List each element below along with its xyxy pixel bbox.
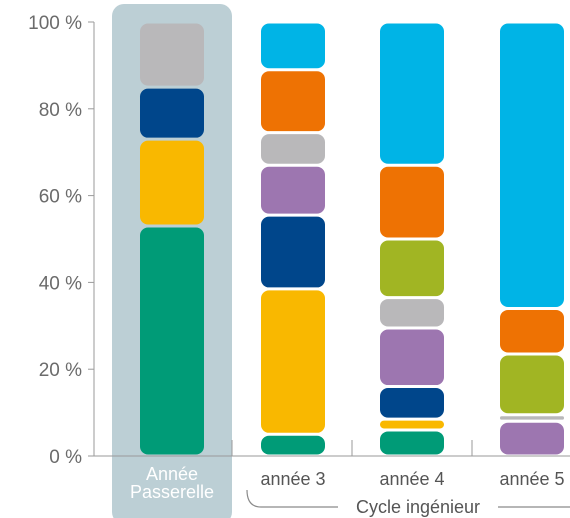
bar-segment: [261, 216, 325, 288]
bar-segment: [380, 420, 444, 429]
group-bracket-left: [246, 489, 338, 508]
bar-segment: [261, 71, 325, 132]
bar-segment: [500, 23, 564, 307]
bar-segment: [380, 299, 444, 327]
bar-segment: [261, 290, 325, 433]
y-tick-label: 0 %: [49, 447, 82, 468]
bar-segment: [261, 134, 325, 164]
bar-segment: [140, 88, 204, 138]
bar-segment: [140, 140, 204, 225]
y-tick-label: 60 %: [39, 187, 82, 208]
bar-segment: [380, 166, 444, 238]
group-label: Cycle ingénieur: [356, 497, 480, 517]
bar-segment: [500, 355, 564, 414]
bar-segment: [380, 388, 444, 418]
bar-segment: [380, 431, 444, 455]
bar-segment: [500, 309, 564, 353]
y-tick-label: 80 %: [39, 100, 82, 121]
category-label: année 4: [379, 469, 444, 489]
bar-segment: [500, 422, 564, 455]
y-tick-label: 40 %: [39, 273, 82, 294]
bar-segment: [261, 435, 325, 455]
category-label: année 3: [260, 469, 325, 489]
bar-segment: [380, 23, 444, 164]
bar-segment: [140, 23, 204, 86]
bar-segment: [500, 416, 564, 420]
category-label: Année: [146, 464, 198, 484]
category-label: Passerelle: [130, 482, 214, 502]
bar-segment: [380, 240, 444, 297]
bar-segment: [380, 329, 444, 386]
bar-segment: [140, 227, 204, 455]
bar-segment: [261, 166, 325, 214]
bar-segment: [261, 23, 325, 69]
y-tick-label: 100 %: [28, 13, 82, 34]
y-tick-label: 20 %: [39, 360, 82, 381]
category-label: année 5: [499, 469, 564, 489]
